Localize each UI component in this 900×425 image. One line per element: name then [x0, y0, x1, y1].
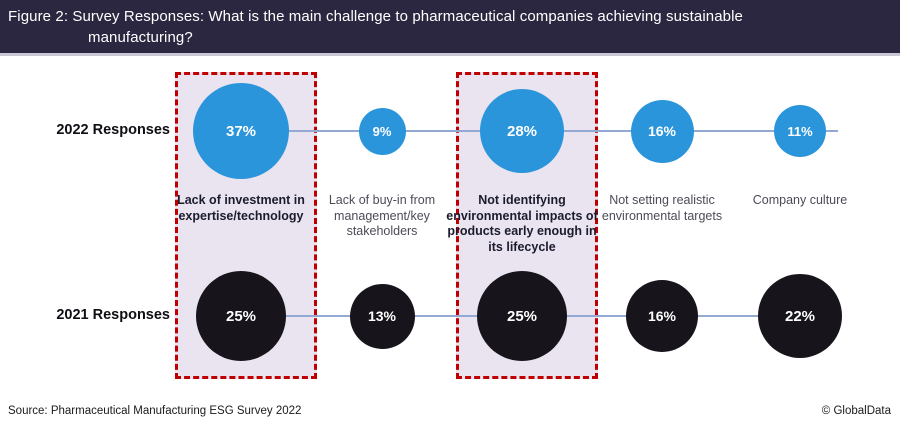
- bubble-chart: 2022 Responses 37% 9% 28% 16% 11% 2021 Respons…: [0, 56, 900, 396]
- survey-bubble: 11%: [774, 105, 826, 157]
- source-note: Source: Pharmaceutical Manufacturing ESG…: [8, 405, 302, 417]
- survey-bubble: 16%: [630, 99, 694, 163]
- survey-bubble: 28%: [480, 89, 564, 173]
- bubble-value: 11%: [787, 123, 813, 139]
- bubble-value: 9%: [372, 123, 392, 139]
- survey-bubble: 25%: [477, 271, 567, 361]
- survey-bubble: 9%: [358, 107, 406, 155]
- bubble-value: 16%: [647, 123, 677, 139]
- figure-title-line2: manufacturing?: [88, 29, 193, 46]
- survey-bubble: 22%: [758, 274, 842, 358]
- bubble-value: 13%: [367, 308, 397, 324]
- series-label: 2022 Responses: [56, 122, 170, 138]
- bubble-value: 25%: [506, 307, 538, 325]
- figure-footer: Source: Pharmaceutical Manufacturing ESG…: [0, 400, 900, 422]
- header-divider: [0, 53, 900, 56]
- figure-title-bar: Figure 2: Survey Responses: What is the …: [0, 0, 900, 53]
- brand-mark: © GlobalData: [821, 405, 891, 417]
- bubble-value: 28%: [506, 122, 538, 140]
- survey-bubble: 13%: [349, 283, 415, 349]
- survey-bubble: 25%: [196, 271, 286, 361]
- category-label: Not identifying environmental impacts of…: [446, 193, 598, 254]
- category-label: Lack of buy-in from management/key stake…: [328, 193, 436, 238]
- category-label: Company culture: [752, 193, 848, 207]
- bubble-value: 37%: [225, 122, 257, 140]
- bubble-value: 25%: [225, 307, 257, 325]
- bubble-value: 16%: [647, 308, 677, 324]
- figure-title-line1: Figure 2: Survey Responses: What is the …: [8, 8, 743, 25]
- survey-bubble: 37%: [193, 83, 289, 179]
- category-label: Lack of investment in expertise/technolo…: [177, 193, 305, 223]
- series-label: 2021 Responses: [56, 307, 170, 323]
- bubble-value: 22%: [784, 307, 816, 325]
- survey-bubble: 16%: [626, 280, 698, 352]
- category-label: Not setting realistic environmental targ…: [601, 193, 723, 223]
